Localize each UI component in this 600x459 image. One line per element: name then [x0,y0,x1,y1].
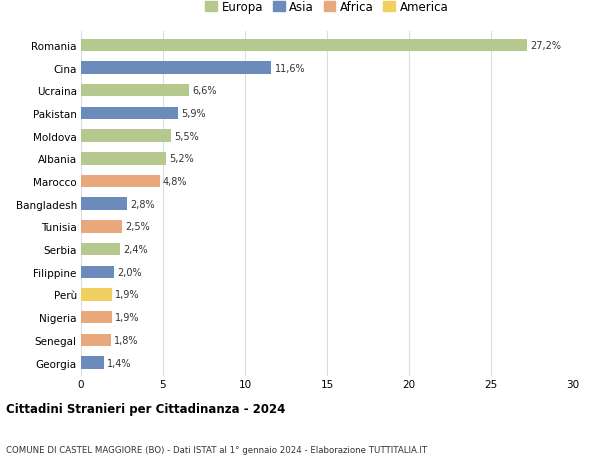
Text: 2,8%: 2,8% [130,199,155,209]
Bar [81,289,112,301]
Text: Cittadini Stranieri per Cittadinanza - 2024: Cittadini Stranieri per Cittadinanza - 2… [6,403,286,415]
Bar [81,311,112,324]
Text: 2,5%: 2,5% [125,222,150,232]
Bar [81,243,121,256]
Bar [81,62,271,75]
Text: 1,4%: 1,4% [107,358,132,368]
Bar [81,175,160,188]
Bar [81,107,178,120]
Text: 4,8%: 4,8% [163,177,187,187]
Bar [81,221,122,233]
Legend: Europa, Asia, Africa, America: Europa, Asia, Africa, America [200,0,454,19]
Bar [81,334,110,347]
Text: 27,2%: 27,2% [530,41,562,50]
Text: 5,5%: 5,5% [175,131,199,141]
Bar [81,39,527,52]
Text: 5,9%: 5,9% [181,109,206,119]
Text: 11,6%: 11,6% [275,63,305,73]
Bar [81,153,166,165]
Bar [81,357,104,369]
Text: 2,4%: 2,4% [124,245,148,255]
Text: 5,2%: 5,2% [170,154,194,164]
Text: 1,9%: 1,9% [115,290,140,300]
Bar [81,198,127,211]
Bar [81,266,114,279]
Text: 1,8%: 1,8% [114,335,139,345]
Text: COMUNE DI CASTEL MAGGIORE (BO) - Dati ISTAT al 1° gennaio 2024 - Elaborazione TU: COMUNE DI CASTEL MAGGIORE (BO) - Dati IS… [6,445,427,454]
Text: 2,0%: 2,0% [117,267,142,277]
Text: 6,6%: 6,6% [193,86,217,96]
Bar [81,85,189,97]
Text: 1,9%: 1,9% [115,313,140,323]
Bar [81,130,171,143]
